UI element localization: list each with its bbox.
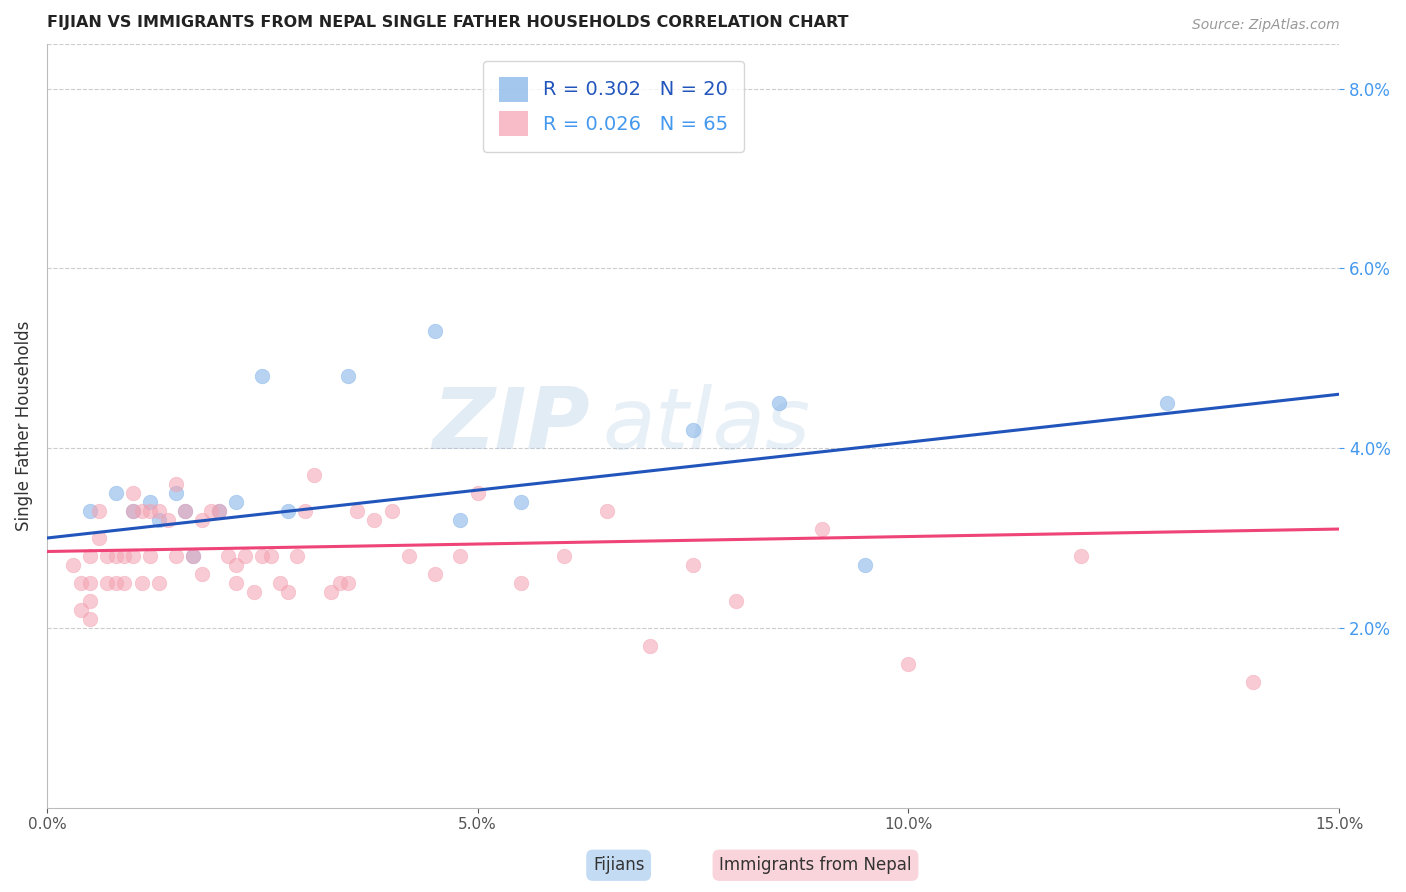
Text: Source: ZipAtlas.com: Source: ZipAtlas.com: [1192, 18, 1340, 32]
Point: [682, 423, 704, 437]
Text: ZIP: ZIP: [432, 384, 589, 467]
Point: [596, 504, 619, 518]
Point: [768, 396, 790, 410]
Point: [1070, 549, 1092, 563]
Point: [553, 549, 575, 563]
Point: [277, 585, 299, 599]
Point: [70, 603, 93, 617]
Point: [114, 549, 136, 563]
Point: [148, 504, 170, 518]
Point: [277, 504, 299, 518]
Point: [139, 549, 162, 563]
Point: [225, 558, 247, 572]
Point: [260, 549, 283, 563]
Point: [467, 486, 489, 500]
Point: [139, 504, 162, 518]
Point: [79, 594, 101, 608]
Point: [337, 576, 360, 591]
Point: [363, 513, 385, 527]
Point: [509, 495, 531, 509]
Text: Fijians: Fijians: [593, 856, 644, 874]
Text: atlas: atlas: [603, 384, 811, 467]
Point: [165, 549, 187, 563]
Point: [122, 549, 145, 563]
Point: [104, 486, 127, 500]
Point: [156, 513, 179, 527]
Point: [509, 576, 531, 591]
Point: [104, 549, 127, 563]
Point: [225, 576, 247, 591]
Point: [423, 324, 446, 338]
Point: [855, 558, 877, 572]
Point: [131, 504, 153, 518]
Point: [122, 486, 145, 500]
Point: [725, 594, 748, 608]
Point: [398, 549, 420, 563]
Point: [139, 495, 162, 509]
Point: [87, 504, 110, 518]
Point: [173, 504, 195, 518]
Point: [165, 477, 187, 491]
Point: [449, 549, 471, 563]
Point: [811, 522, 834, 536]
Point: [321, 585, 343, 599]
Point: [329, 576, 352, 591]
Point: [122, 504, 145, 518]
Point: [114, 576, 136, 591]
Point: [302, 468, 325, 483]
Text: FIJIAN VS IMMIGRANTS FROM NEPAL SINGLE FATHER HOUSEHOLDS CORRELATION CHART: FIJIAN VS IMMIGRANTS FROM NEPAL SINGLE F…: [46, 15, 848, 30]
Point: [242, 585, 264, 599]
Point: [148, 513, 170, 527]
Point: [269, 576, 291, 591]
Point: [682, 558, 704, 572]
Point: [638, 639, 661, 653]
Point: [87, 531, 110, 545]
Point: [191, 513, 214, 527]
Point: [96, 549, 118, 563]
Point: [131, 576, 153, 591]
Point: [225, 495, 247, 509]
Point: [208, 504, 231, 518]
Point: [1241, 674, 1264, 689]
Point: [233, 549, 256, 563]
Point: [148, 576, 170, 591]
Text: Immigrants from Nepal: Immigrants from Nepal: [720, 856, 911, 874]
Point: [183, 549, 205, 563]
Point: [104, 576, 127, 591]
Point: [217, 549, 239, 563]
Y-axis label: Single Father Households: Single Father Households: [15, 320, 32, 531]
Point: [96, 576, 118, 591]
Point: [79, 504, 101, 518]
Legend: R = 0.302   N = 20, R = 0.026   N = 65: R = 0.302 N = 20, R = 0.026 N = 65: [484, 61, 744, 152]
Point: [897, 657, 920, 671]
Point: [337, 369, 360, 384]
Point: [294, 504, 316, 518]
Point: [191, 566, 214, 581]
Point: [79, 612, 101, 626]
Point: [380, 504, 402, 518]
Point: [449, 513, 471, 527]
Point: [165, 486, 187, 500]
Point: [346, 504, 368, 518]
Point: [183, 549, 205, 563]
Point: [285, 549, 308, 563]
Point: [62, 558, 84, 572]
Point: [173, 504, 195, 518]
Point: [1156, 396, 1178, 410]
Point: [423, 566, 446, 581]
Point: [252, 369, 274, 384]
Point: [122, 504, 145, 518]
Point: [200, 504, 222, 518]
Point: [70, 576, 93, 591]
Point: [208, 504, 231, 518]
Point: [79, 549, 101, 563]
Point: [252, 549, 274, 563]
Point: [79, 576, 101, 591]
